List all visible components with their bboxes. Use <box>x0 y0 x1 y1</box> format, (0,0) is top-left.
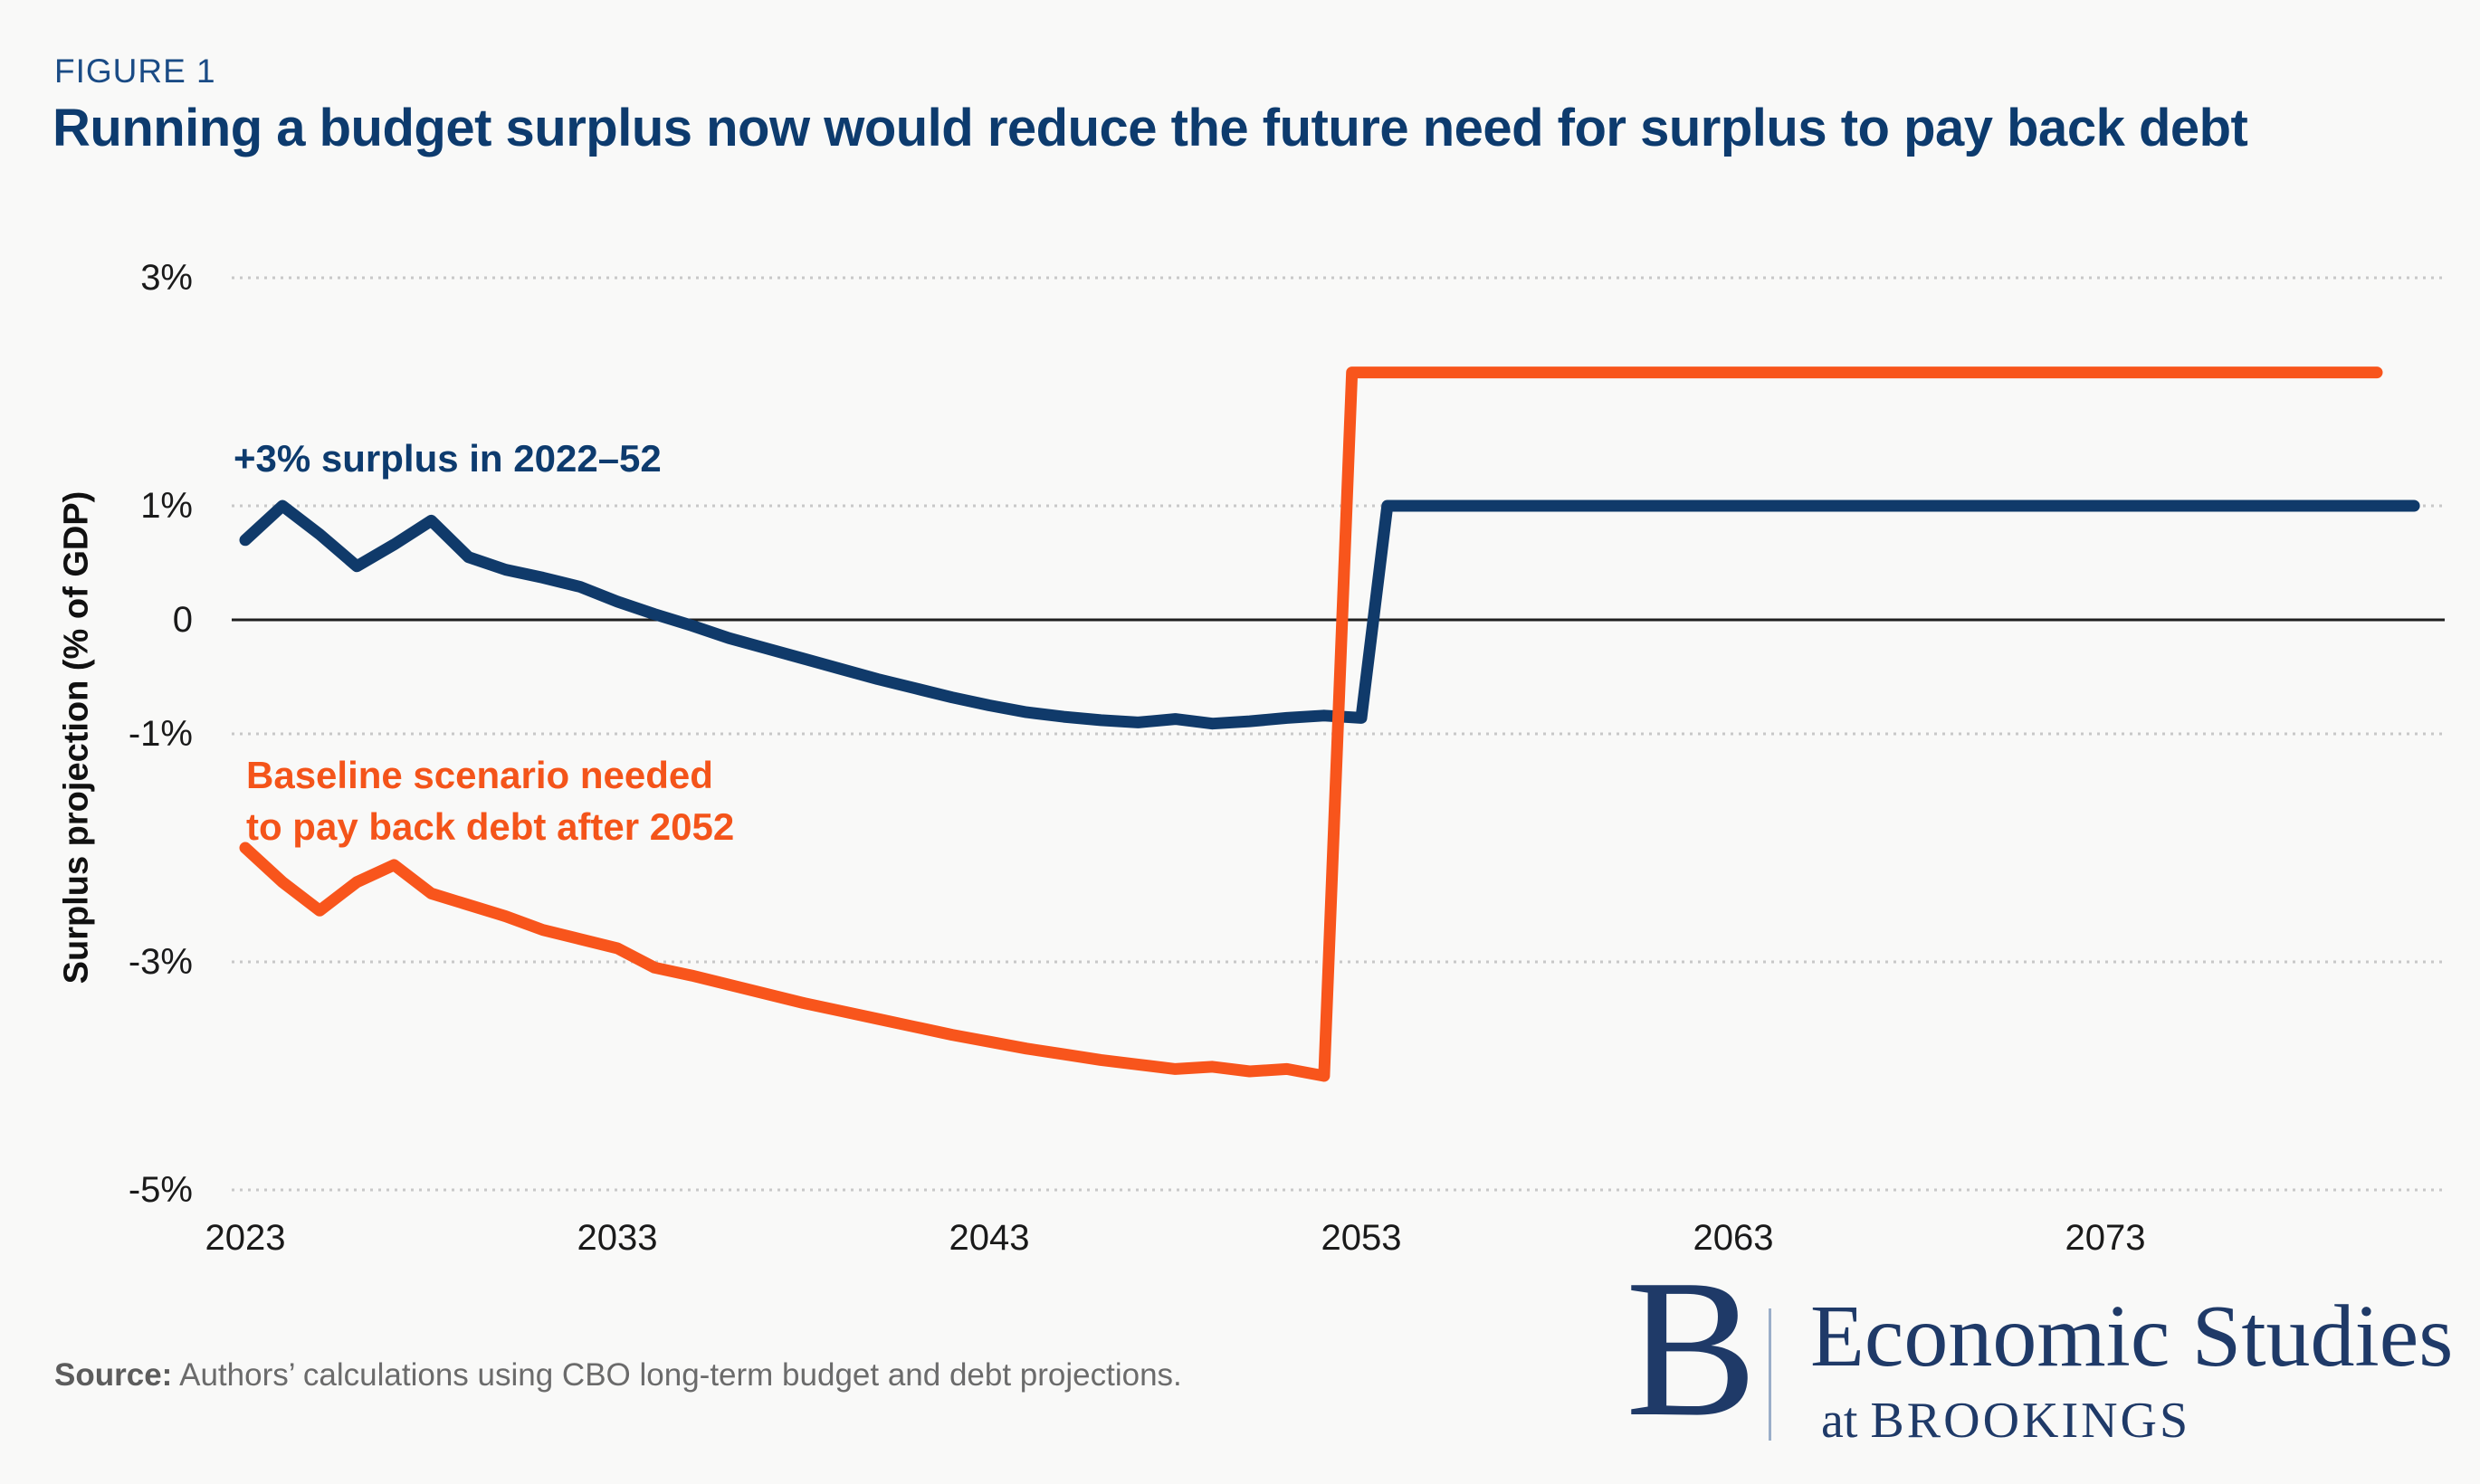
y-tick-label: 1% <box>140 486 193 526</box>
y-tick-label: 0 <box>172 600 193 640</box>
y-tick-label: -3% <box>128 942 193 982</box>
logo-at-brookings: at BROOKINGS <box>1821 1395 2190 1446</box>
y-axis-title: Surplus projection (% of GDP) <box>57 490 96 985</box>
series-line <box>239 499 2420 730</box>
x-tick-label: 2063 <box>1693 1218 1774 1258</box>
y-tick-label: 3% <box>140 258 193 298</box>
brookings-logo: B Economic Studies at BROOKINGS <box>1626 1251 2480 1466</box>
brookings-logo-b-mark: B <box>1626 1240 1758 1458</box>
series-line <box>239 366 2383 1082</box>
source-label: Source: <box>54 1357 173 1393</box>
x-tick-label: 2033 <box>577 1218 658 1258</box>
series-label-baseline-line1: Baseline scenario needed <box>246 754 713 796</box>
chart-title: Running a budget surplus now would reduc… <box>52 99 2248 157</box>
x-tick-label: 2073 <box>2065 1218 2146 1258</box>
logo-economic-studies: Economic Studies <box>1810 1288 2454 1385</box>
series-label-baseline: Baseline scenario needed to pay back deb… <box>246 749 734 852</box>
x-tick-label: 2053 <box>1321 1218 1402 1258</box>
figure-number-label: FIGURE 1 <box>54 52 216 90</box>
y-tick-label: -1% <box>128 714 193 754</box>
logo-divider-line <box>1769 1308 1771 1441</box>
x-tick-label: 2043 <box>949 1218 1030 1258</box>
logo-at-word: at <box>1821 1393 1871 1449</box>
series-label-surplus: +3% surplus in 2022–52 <box>234 437 662 480</box>
y-tick-label: -5% <box>128 1170 193 1210</box>
series-label-baseline-line2: to pay back debt after 2052 <box>246 805 735 848</box>
source-text: Authors’ calculations using CBO long-ter… <box>172 1357 1182 1393</box>
source-note: Source: Authors’ calculations using CBO … <box>54 1357 1182 1394</box>
x-tick-label: 2023 <box>205 1218 286 1258</box>
logo-brookings-word: BROOKINGS <box>1870 1393 2191 1449</box>
